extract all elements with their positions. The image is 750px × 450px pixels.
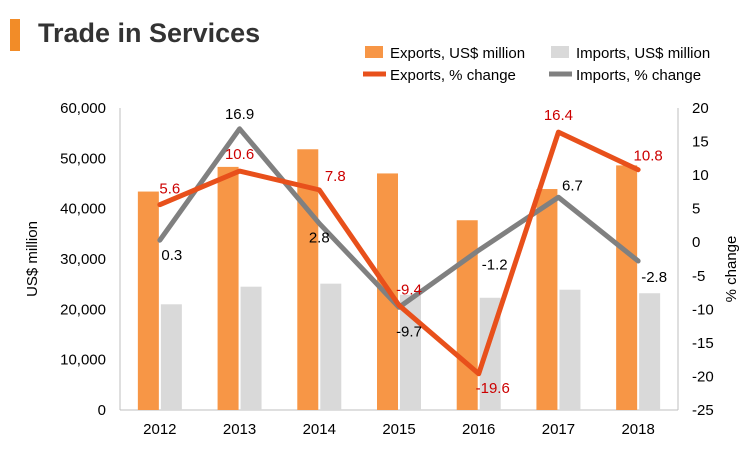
y2-tick-label: -20 xyxy=(692,368,714,385)
imports-bar xyxy=(639,293,661,410)
x-tick-label: 2016 xyxy=(462,421,495,438)
imports-bar xyxy=(559,289,581,410)
exports-change-label: 10.8 xyxy=(634,148,663,165)
y-tick-label: 10,000 xyxy=(60,352,106,369)
exports-change-label: 5.6 xyxy=(159,181,180,198)
imports-change-label: 2.8 xyxy=(309,229,330,246)
exports-change-label: 16.4 xyxy=(544,107,573,124)
exports-change-label: -9.4 xyxy=(396,281,422,298)
legend-exports-bar-label: Exports, US$ million xyxy=(390,45,525,62)
imports-change-label: 0.3 xyxy=(161,247,182,264)
y2-tick-label: -15 xyxy=(692,335,714,352)
y2-tick-label: -25 xyxy=(692,402,714,419)
y2-tick-label: 20 xyxy=(692,100,709,117)
exports-bar xyxy=(536,189,558,410)
x-tick-label: 2015 xyxy=(382,421,415,438)
exports-bar xyxy=(616,165,638,410)
y-axis-title: US$ million xyxy=(24,221,41,297)
y-tick-label: 0 xyxy=(98,402,106,419)
imports-change-label: 16.9 xyxy=(225,106,254,123)
exports-bar xyxy=(456,220,478,410)
x-tick-label: 2013 xyxy=(223,421,256,438)
y-tick-label: 50,000 xyxy=(60,150,106,167)
y-tick-label: 20,000 xyxy=(60,301,106,318)
y-tick-label: 30,000 xyxy=(60,251,106,268)
imports-change-label: 6.7 xyxy=(562,177,583,194)
y-tick-label: 60,000 xyxy=(60,100,106,117)
imports-bar xyxy=(400,294,421,410)
exports-change-label: 7.8 xyxy=(325,168,346,185)
legend-imports-bar-label: Imports, US$ million xyxy=(576,45,710,62)
y2-tick-label: 15 xyxy=(692,134,709,151)
legend-imports-bar-swatch xyxy=(551,46,569,58)
title-accent-bar xyxy=(10,19,20,51)
imports-change-label: -2.8 xyxy=(641,269,667,286)
imports-bar xyxy=(160,304,182,410)
x-tick-label: 2012 xyxy=(143,421,176,438)
imports-bar xyxy=(320,283,342,410)
exports-change-label: 10.6 xyxy=(225,146,254,163)
y2-tick-label: 0 xyxy=(692,234,700,251)
exports-change-label: -19.6 xyxy=(476,380,510,397)
exports-change-line xyxy=(157,129,641,377)
imports-bar xyxy=(240,286,262,410)
y-tick-label: 40,000 xyxy=(60,201,106,218)
y2-tick-label: -10 xyxy=(692,301,714,318)
x-tick-label: 2014 xyxy=(303,421,336,438)
y2-tick-label: -5 xyxy=(692,268,705,285)
legend-exports-line-label: Exports, % change xyxy=(390,67,516,84)
exports-bar xyxy=(217,166,239,410)
y2-tick-label: 10 xyxy=(692,167,709,184)
legend-exports-bar-swatch xyxy=(365,46,383,58)
exports-bar xyxy=(137,191,159,410)
imports-change-label: -9.7 xyxy=(396,323,422,340)
x-tick-label: 2017 xyxy=(542,421,575,438)
y2-tick-label: 5 xyxy=(692,201,700,218)
y2-axis-title: % change xyxy=(723,236,740,303)
legend-imports-line-label: Imports, % change xyxy=(576,67,701,84)
chart-title: Trade in Services xyxy=(38,18,261,48)
imports-change-label: -1.2 xyxy=(482,256,508,273)
x-tick-label: 2018 xyxy=(621,421,654,438)
